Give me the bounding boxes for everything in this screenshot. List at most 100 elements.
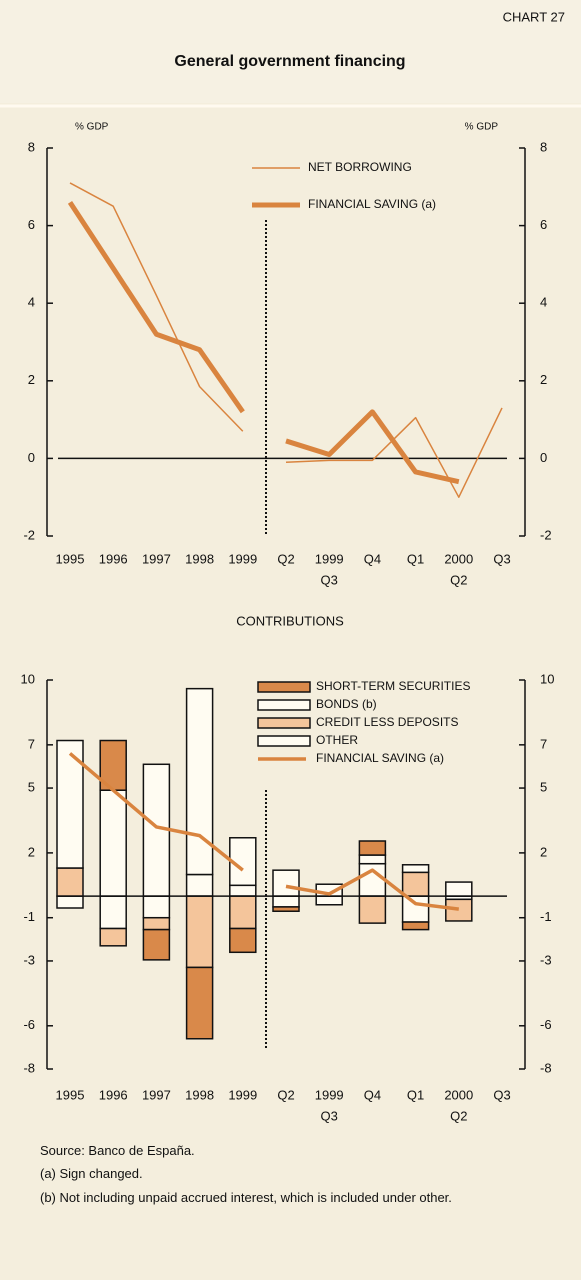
footnote: (b) Not including unpaid accrued interes… (40, 1190, 452, 1205)
bar-segment (358, 840, 387, 856)
x-tick-label: Q2 (450, 572, 467, 587)
x-tick-label: Q3 (493, 551, 510, 566)
x-group-label: 1999 (315, 551, 344, 566)
y2-tick-label: -1 (540, 909, 552, 924)
bar-segment (229, 927, 257, 954)
bar-segment (358, 854, 387, 865)
y2-tick-label: -3 (540, 952, 552, 967)
y2-tick-label: 8 (540, 139, 547, 154)
x-tick-label: 1998 (185, 551, 214, 566)
bar-segment (56, 867, 84, 897)
x-tick-label: Q2 (277, 551, 294, 566)
y-tick-label: 4 (28, 295, 35, 310)
y2-tick-label: 2 (540, 372, 547, 387)
legend-label: SHORT-TERM SECURITIES (316, 679, 470, 693)
y-tick-label: 7 (28, 736, 35, 751)
x-tick-label: Q3 (493, 1087, 510, 1102)
bar-segment (99, 789, 127, 897)
y2-tick-label: 2 (540, 844, 547, 859)
x-tick-label: Q1 (407, 551, 424, 566)
bar-segment (185, 687, 214, 876)
y-axis-label: % GDP (75, 122, 109, 133)
legend-label: OTHER (316, 733, 358, 747)
legend-label: NET BORROWING (308, 160, 412, 174)
line-series (67, 200, 245, 414)
bar-segment (185, 966, 214, 1040)
bar-segment (315, 895, 343, 906)
bar-segment (229, 884, 257, 897)
legend-label: BONDS (b) (316, 697, 377, 711)
y-tick-label: 5 (28, 779, 35, 794)
x-tick-label: 1996 (99, 551, 128, 566)
bar-segment (272, 895, 300, 908)
y2-tick-label: 7 (540, 736, 547, 751)
chart-number: CHART 27 (503, 9, 565, 24)
x-group-label: 1999 (315, 1087, 344, 1102)
y-tick-label: -1 (23, 909, 35, 924)
header-band (0, 0, 581, 103)
line-series (69, 182, 244, 432)
bar-segment (445, 898, 473, 922)
y-tick-label: 8 (28, 139, 35, 154)
x-tick-label: Q4 (364, 551, 381, 566)
x-tick-label: 1999 (228, 551, 257, 566)
bar-segment (56, 895, 84, 909)
bar-segment (401, 895, 430, 923)
bar-segment (99, 895, 127, 930)
x-tick-label: 1997 (142, 1087, 171, 1102)
y2-tick-label: 0 (540, 450, 547, 465)
x-tick-label: 1998 (185, 1087, 214, 1102)
bar-segment (401, 864, 430, 874)
y2-tick-label: -6 (540, 1017, 552, 1032)
bar-segment (185, 873, 214, 897)
y-tick-label: -8 (23, 1060, 35, 1075)
x-group-label: 2000 (444, 1087, 473, 1102)
x-group-label: 2000 (444, 551, 473, 566)
chart-subtitle: CONTRIBUTIONS (236, 613, 344, 628)
bar-segment (358, 895, 387, 924)
x-tick-label: 1995 (56, 551, 85, 566)
chart-title: General government financing (174, 53, 405, 70)
bar-segment (401, 921, 430, 931)
y-tick-label: 0 (28, 450, 35, 465)
bar-segment (272, 906, 300, 912)
x-tick-label: Q3 (321, 1108, 338, 1123)
y-tick-label: 2 (28, 844, 35, 859)
bar-segment (401, 871, 430, 897)
bar-segment (142, 928, 171, 961)
x-tick-label: 1997 (142, 551, 171, 566)
line-series (285, 868, 460, 911)
footnote: (a) Sign changed. (40, 1166, 143, 1181)
legend-swatch (257, 681, 311, 693)
x-tick-label: Q1 (407, 1087, 424, 1102)
legend-label: FINANCIAL SAVING (a) (316, 751, 444, 765)
y-tick-label: -3 (23, 952, 35, 967)
y-tick-label: 6 (28, 217, 35, 232)
x-tick-label: 1995 (56, 1087, 85, 1102)
y2-tick-label: 6 (540, 217, 547, 232)
source-note: Source: Banco de España. (40, 1143, 195, 1158)
y2-tick-label: 4 (540, 295, 547, 310)
legend-swatch (257, 699, 311, 711)
y-tick-label: -2 (23, 527, 35, 542)
x-tick-label: Q4 (364, 1087, 381, 1102)
line-series (68, 752, 244, 872)
y2-tick-label: -8 (540, 1060, 552, 1075)
bar-segment (99, 927, 127, 947)
bar-segment (272, 869, 300, 897)
y2-axis-label: % GDP (465, 122, 499, 133)
y2-tick-label: 10 (540, 671, 554, 686)
x-tick-label: Q3 (321, 572, 338, 587)
x-tick-label: 1996 (99, 1087, 128, 1102)
legend-label: CREDIT LESS DEPOSITS (316, 715, 458, 729)
x-tick-label: Q2 (277, 1087, 294, 1102)
bar-segment (142, 895, 171, 919)
legend-label: FINANCIAL SAVING (a) (308, 197, 436, 211)
y-tick-label: 2 (28, 372, 35, 387)
x-tick-label: 1999 (228, 1087, 257, 1102)
legend-swatch (257, 717, 311, 729)
legend-swatch (257, 735, 311, 747)
y-tick-label: 10 (21, 671, 35, 686)
